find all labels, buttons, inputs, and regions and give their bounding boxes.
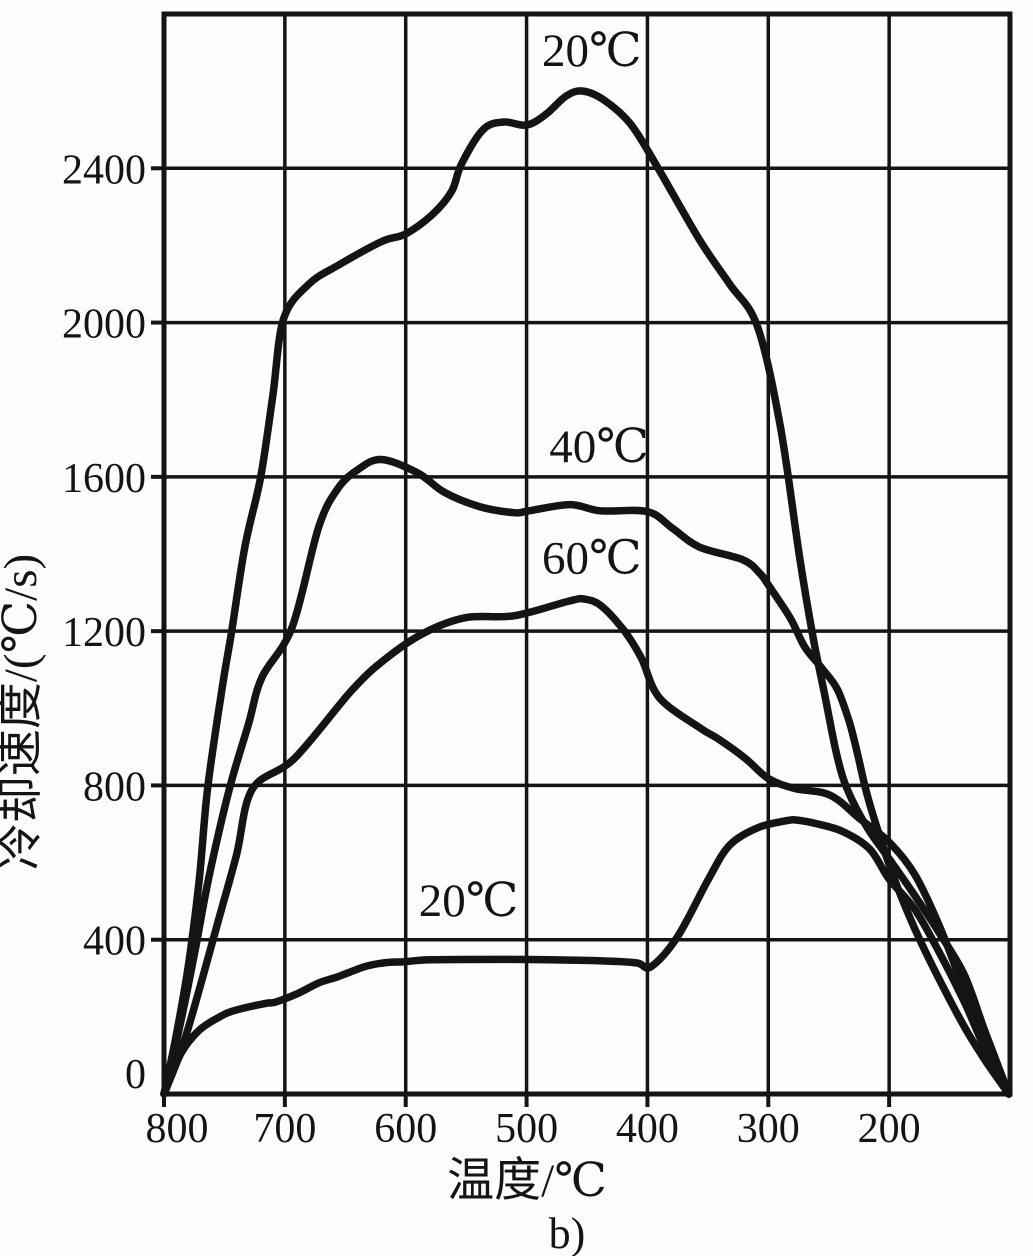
y-tick-label-2400: 2400 <box>62 147 146 193</box>
y-axis-title: 冷却速度/(℃/s) <box>0 554 47 870</box>
y-tick-label-1200: 1200 <box>62 610 146 656</box>
curve-20C-lower <box>160 816 1013 1098</box>
y-tick-label-400: 400 <box>83 919 146 965</box>
curve-label-20C-upper: 20℃ <box>542 25 642 77</box>
curves-layer <box>160 87 1013 1098</box>
x-tick-label-500: 500 <box>495 1106 558 1152</box>
x-tick-label-600: 600 <box>374 1106 437 1152</box>
x-tick-label-400: 400 <box>616 1106 679 1152</box>
x-tick-label-300: 300 <box>737 1106 800 1152</box>
figure-caption: b) <box>549 1209 586 1256</box>
curve-label-60C: 60℃ <box>542 532 642 584</box>
curve-label-20C-lower: 20℃ <box>419 875 519 927</box>
y-tick-label-0: 0 <box>125 1052 146 1098</box>
x-tick-label-700: 700 <box>253 1106 316 1152</box>
x-tick-label-800: 800 <box>146 1106 209 1152</box>
curve-labels-layer: 20℃ 40℃ 60℃ 20℃ <box>419 25 649 927</box>
plot-border <box>161 11 1013 1097</box>
curve-20C-upper <box>160 87 1013 1098</box>
grid-layer <box>151 11 1013 1107</box>
x-tick-label-200: 200 <box>858 1106 921 1152</box>
tick-labels-layer: 800 700 600 500 400 300 2000400800120016002000… <box>62 147 921 1152</box>
y-tick-label-2000: 2000 <box>62 302 146 348</box>
curve-40C <box>160 455 1013 1098</box>
curve-label-40C: 40℃ <box>549 421 649 473</box>
x-axis-title: 温度/℃ <box>447 1155 607 1207</box>
y-tick-label-800: 800 <box>83 764 146 810</box>
y-tick-label-1600: 1600 <box>62 456 146 502</box>
curve-60C <box>160 594 1013 1098</box>
